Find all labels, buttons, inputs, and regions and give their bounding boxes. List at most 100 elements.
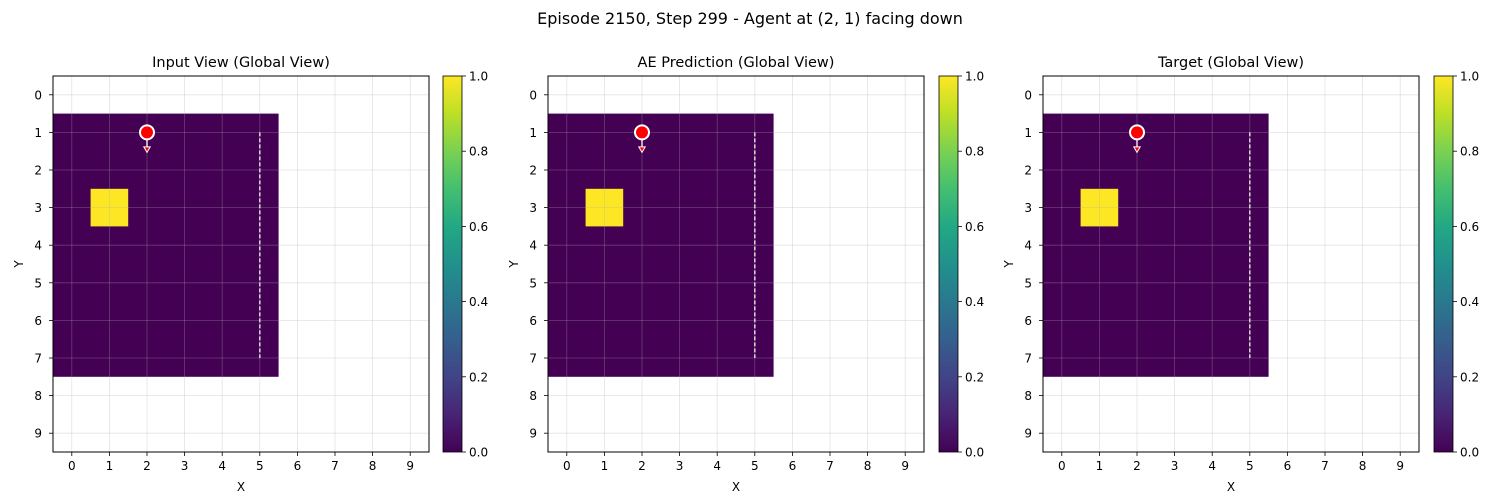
x-tick-label: 8: [864, 459, 872, 473]
y-tick-label: 5: [34, 276, 42, 290]
y-tick-label: 1: [529, 126, 537, 140]
colorbar-tick-label: 0.0: [1460, 446, 1479, 460]
y-tick-label: 8: [34, 389, 42, 403]
x-tick-label: 9: [1396, 459, 1404, 473]
agent-direction-arrow-head: [637, 146, 647, 154]
agent-marker: [1129, 124, 1145, 141]
x-tick-label: 2: [1133, 459, 1141, 473]
colorbar: 0.0 0.2 0.4 0.6 0.8 1.0: [442, 70, 488, 460]
y-tick-label: 0: [529, 88, 537, 102]
x-tick-label: 3: [181, 459, 189, 473]
x-tick-label: 5: [751, 459, 759, 473]
y-tick-label: 7: [529, 352, 537, 366]
colorbar-tick-label: 1.0: [1460, 70, 1479, 84]
heatmap-cell: [1080, 188, 1119, 227]
x-tick-label: 5: [1246, 459, 1254, 473]
x-tick-label: 0: [563, 459, 571, 473]
y-tick-label: 4: [1024, 239, 1032, 253]
heatmap-cell: [585, 188, 624, 227]
x-tick-label: 6: [1284, 459, 1292, 473]
x-tick-label: 4: [713, 459, 721, 473]
agent-direction-arrow-head: [142, 146, 152, 154]
y-tick-label: 6: [529, 314, 537, 328]
colorbar-tick-label: 1.0: [469, 70, 488, 84]
colorbar-tick-label: 0.6: [1460, 220, 1479, 234]
y-tick-label: 9: [1024, 427, 1032, 441]
y-tick-label: 7: [1024, 352, 1032, 366]
colorbar-tick-label: 0.8: [965, 145, 984, 159]
x-tick-label: 6: [789, 459, 797, 473]
x-tick-label: 8: [369, 459, 377, 473]
panel-1: 0 1 2 3 4 5 6 7 8 9 0 1 2 3 4 5 6 7 8 9 Input View (Global V…: [12, 55, 488, 494]
y-tick-label: 1: [1024, 126, 1032, 140]
x-tick-label: 7: [826, 459, 834, 473]
x-tick-label: 4: [218, 459, 226, 473]
x-axis-label: X: [1227, 480, 1235, 494]
x-tick-label: 8: [1359, 459, 1367, 473]
y-tick-label: 6: [34, 314, 42, 328]
y-tick-label: 2: [34, 164, 42, 178]
colorbar-tick-label: 0.4: [965, 295, 984, 309]
panel-title: Input View (Global View): [152, 55, 330, 71]
y-tick-label: 8: [1024, 389, 1032, 403]
y-tick-label: 3: [529, 201, 537, 215]
agent-marker: [139, 124, 155, 141]
figure-suptitle: Episode 2150, Step 299 - Agent at (2, 1)…: [537, 9, 963, 28]
y-tick-label: 0: [1024, 88, 1032, 102]
colorbar-gradient: [1433, 75, 1454, 453]
x-tick-label: 1: [106, 459, 114, 473]
observed-region: [548, 113, 774, 377]
y-tick-label: 3: [1024, 201, 1032, 215]
x-tick-label: 0: [68, 459, 76, 473]
y-axis-label: Y: [1002, 260, 1016, 269]
y-tick-label: 1: [34, 126, 42, 140]
axes-frame: [52, 75, 430, 453]
colorbar-tick-label: 0.0: [965, 446, 984, 460]
y-tick-label: 5: [1024, 276, 1032, 290]
y-tick-label: 9: [529, 427, 537, 441]
x-tick-label: 5: [256, 459, 264, 473]
colorbar-tick-label: 0.2: [1460, 370, 1479, 384]
x-tick-label: 2: [638, 459, 646, 473]
colorbar-tick-label: 0.4: [1460, 295, 1479, 309]
heatmap-cell: [90, 188, 129, 227]
colorbar-tick-label: 0.2: [965, 370, 984, 384]
colorbar: 0.0 0.2 0.4 0.6 0.8 1.0: [1433, 70, 1479, 460]
colorbar-gradient: [938, 75, 959, 453]
y-tick-label: 8: [529, 389, 537, 403]
x-axis-label: X: [732, 480, 740, 494]
x-tick-label: 0: [1058, 459, 1066, 473]
x-tick-label: 7: [331, 459, 339, 473]
axes-frame: [547, 75, 925, 453]
colorbar: 0.0 0.2 0.4 0.6 0.8 1.0: [938, 70, 984, 460]
x-tick-label: 4: [1208, 459, 1216, 473]
y-axis-label: Y: [12, 260, 26, 269]
x-tick-label: 2: [143, 459, 151, 473]
y-tick-label: 4: [529, 239, 537, 253]
panel-title: Target (Global View): [1157, 55, 1304, 71]
y-tick-label: 3: [34, 201, 42, 215]
x-tick-label: 9: [901, 459, 909, 473]
x-tick-label: 1: [1096, 459, 1104, 473]
x-tick-label: 9: [406, 459, 414, 473]
colorbar-tick-label: 0.0: [469, 446, 488, 460]
y-tick-label: 9: [34, 427, 42, 441]
y-tick-label: 2: [1024, 164, 1032, 178]
y-tick-label: 0: [34, 88, 42, 102]
colorbar-tick-label: 0.6: [469, 220, 488, 234]
observed-region: [1043, 113, 1269, 377]
colorbar-tick-label: 0.4: [469, 295, 488, 309]
y-tick-label: 7: [34, 352, 42, 366]
axes-frame: [1042, 75, 1420, 453]
agent-marker: [634, 124, 650, 141]
x-tick-label: 3: [676, 459, 684, 473]
y-tick-label: 6: [1024, 314, 1032, 328]
x-tick-label: 1: [601, 459, 609, 473]
observed-region: [53, 113, 279, 377]
y-tick-label: 4: [34, 239, 42, 253]
colorbar-tick-label: 0.2: [469, 370, 488, 384]
y-tick-label: 2: [529, 164, 537, 178]
colorbar-tick-label: 0.6: [965, 220, 984, 234]
